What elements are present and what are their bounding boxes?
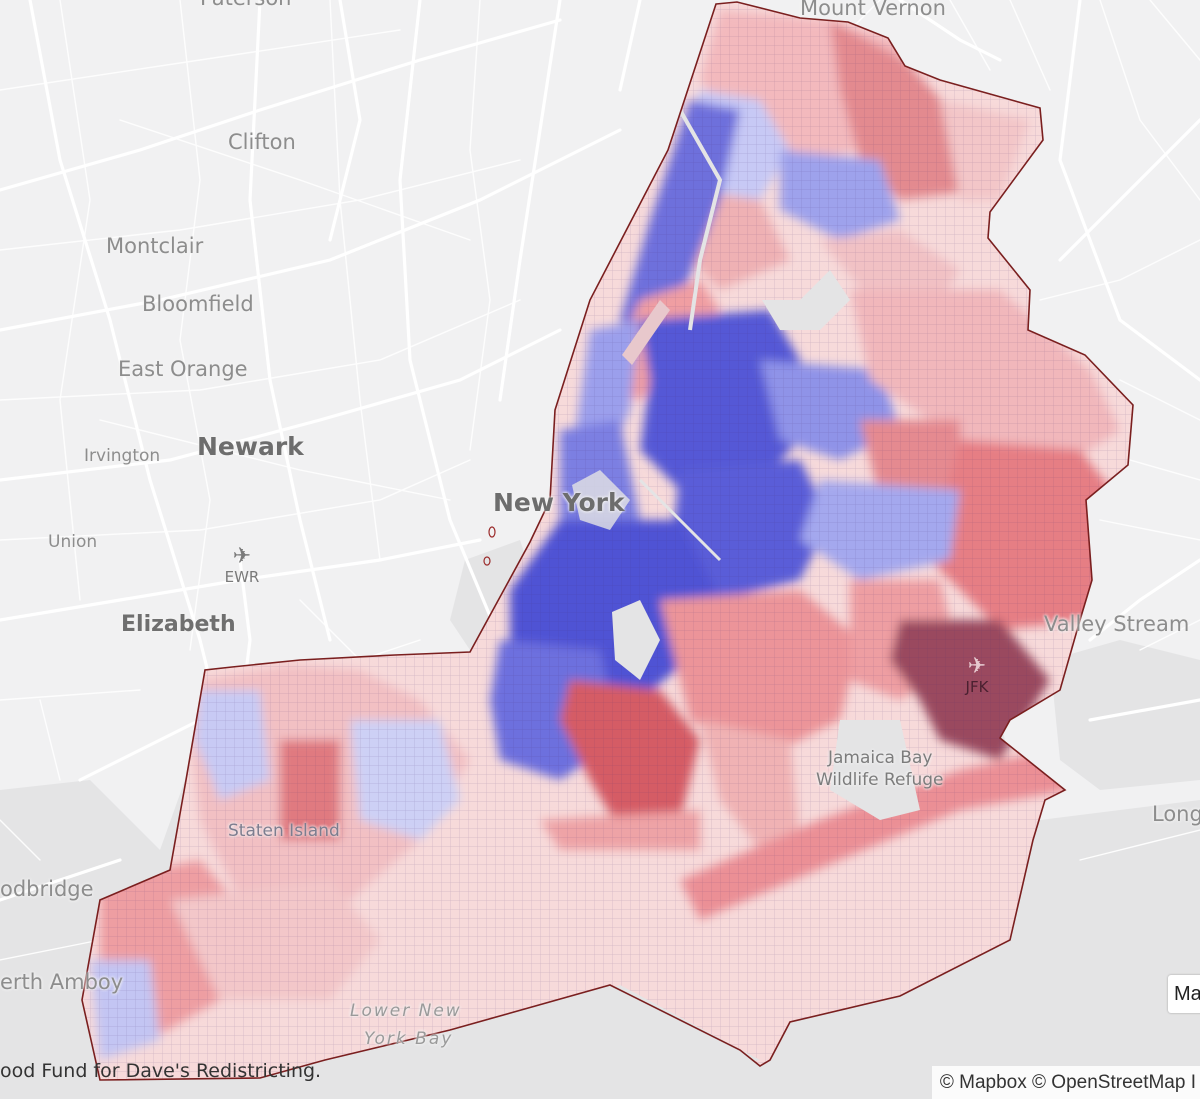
label-union: Union bbox=[48, 532, 98, 552]
attribution-left: ood Fund for Dave's Redistricting. bbox=[0, 1060, 322, 1082]
small-islands bbox=[483, 526, 496, 566]
precinct-layer bbox=[82, 2, 1133, 1080]
label-new-york: New York bbox=[493, 488, 625, 517]
airport-code: JFK bbox=[965, 678, 989, 696]
label-montclair: Montclair bbox=[106, 234, 204, 258]
label-east-orange: East Orange bbox=[118, 357, 248, 381]
attribution-right[interactable]: © Mapbox © OpenStreetMap I bbox=[931, 1066, 1200, 1099]
label-perth-amboy: erth Amboy bbox=[0, 970, 124, 994]
label-lower-bay-line2: York Bay bbox=[364, 1029, 454, 1049]
label-lower-bay-line1: Lower New bbox=[350, 1001, 462, 1021]
label-bloomfield: Bloomfield bbox=[142, 292, 254, 316]
label-staten-island: Staten Island bbox=[228, 821, 340, 841]
label-mount-vernon: Mount Vernon bbox=[800, 0, 946, 20]
label-irvington: Irvington bbox=[84, 446, 161, 466]
road-network bbox=[0, 0, 1200, 1002]
airport-code: EWR bbox=[224, 568, 260, 586]
airplane-icon: ✈ bbox=[967, 654, 987, 679]
label-woodbridge: odbridge bbox=[0, 877, 94, 901]
airplane-icon: ✈ bbox=[232, 544, 252, 569]
label-paterson: Paterson bbox=[200, 0, 291, 10]
label-wildlife-refuge: Wildlife Refuge bbox=[816, 770, 944, 790]
airport-ewr: ✈ EWR bbox=[222, 544, 262, 587]
label-jamaica-bay: Jamaica Bay bbox=[828, 748, 933, 768]
label-long-beach: Long bbox=[1152, 802, 1200, 826]
label-clifton: Clifton bbox=[228, 130, 296, 154]
label-elizabeth: Elizabeth bbox=[121, 612, 236, 637]
airport-jfk: ✈ JFK bbox=[957, 654, 997, 697]
map-control-button[interactable]: Ma bbox=[1168, 975, 1200, 1013]
label-newark: Newark bbox=[197, 432, 304, 461]
label-valley-stream: Valley Stream bbox=[1044, 612, 1190, 636]
